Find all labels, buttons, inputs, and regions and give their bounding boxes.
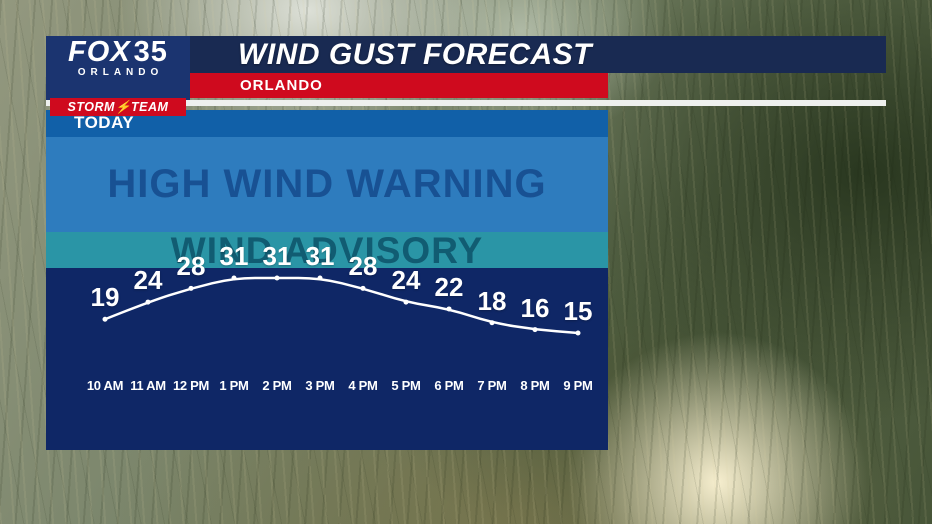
time-label: 7 PM bbox=[477, 378, 507, 393]
header-divider bbox=[46, 100, 886, 106]
location-label: ORLANDO bbox=[240, 77, 323, 94]
gust-value: 31 bbox=[219, 241, 249, 271]
time-label: 3 PM bbox=[305, 378, 335, 393]
gust-value: 28 bbox=[176, 251, 206, 282]
time-label: 12 PM bbox=[172, 378, 210, 393]
gust-value: 15 bbox=[563, 296, 593, 326]
forecast-panel: TODAY HIGH WIND WARNING WIND ADVISORY 19… bbox=[46, 110, 608, 450]
gust-value: 28 bbox=[348, 251, 378, 282]
gust-value: 22 bbox=[434, 271, 464, 302]
gust-trend-line bbox=[102, 275, 581, 336]
logo-city-label: ORLANDO bbox=[77, 67, 164, 78]
high-wind-warning-label: HIGH WIND WARNING bbox=[107, 162, 547, 206]
gust-value: 31 bbox=[262, 241, 292, 271]
time-label: 8 PM bbox=[520, 378, 550, 393]
time-label: 4 PM bbox=[348, 378, 378, 393]
channel-number: 35 bbox=[133, 36, 168, 68]
gust-value: 16 bbox=[520, 292, 550, 323]
storm-team-badge: STORM⚡TEAM bbox=[50, 98, 186, 116]
gust-value: 24 bbox=[133, 265, 163, 296]
gust-value: 19 bbox=[90, 282, 120, 313]
time-label: 9 PM bbox=[563, 378, 593, 393]
time-label: 1 PM bbox=[219, 378, 249, 393]
wind-advisory-label: WIND ADVISORY bbox=[170, 232, 484, 268]
fox35-logo: FOX 35 ORLANDO STORM⚡TEAM bbox=[46, 36, 190, 116]
time-label: 5 PM bbox=[391, 378, 421, 393]
title-bar: WIND GUST FORECAST bbox=[190, 36, 886, 73]
time-label: 6 PM bbox=[434, 378, 464, 393]
time-label: 11 AM bbox=[130, 378, 166, 393]
gust-value: 31 bbox=[305, 241, 335, 271]
page-title: WIND GUST FORECAST bbox=[238, 38, 592, 71]
fox35-wordmark: FOX 35 bbox=[46, 37, 190, 67]
high-wind-warning-band: HIGH WIND WARNING bbox=[46, 137, 608, 232]
fox-text: FOX bbox=[68, 36, 131, 68]
wind-gust-chart: 19 24 28 31 31 31 28 24 22 18 16 15 10 AM 11 AM 12 PM 1… bbox=[46, 110, 608, 450]
time-label: 10 AM bbox=[86, 378, 124, 393]
wind-advisory-band: WIND ADVISORY bbox=[46, 232, 608, 268]
day-label: TODAY bbox=[74, 113, 135, 132]
gust-value: 24 bbox=[391, 265, 421, 296]
gust-value: 18 bbox=[477, 285, 507, 316]
location-bar: ORLANDO bbox=[190, 73, 608, 98]
time-label: 2 PM bbox=[262, 378, 292, 393]
